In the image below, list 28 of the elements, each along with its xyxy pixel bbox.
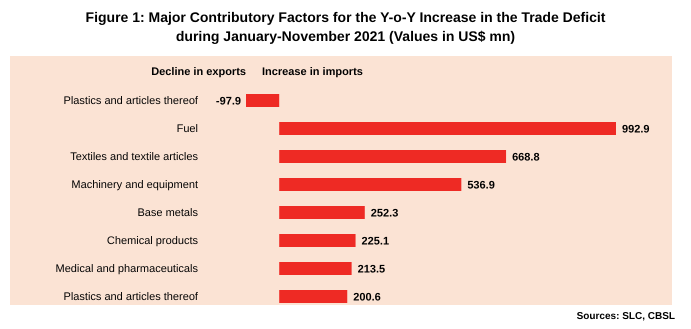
y-tick-label: Medical and pharmaceuticals [56,262,198,275]
y-tick-label: Chemical products [106,234,198,247]
data-label: 225.1 [362,236,390,248]
bar [279,150,506,163]
bar [279,178,462,191]
data-label: 668.8 [512,152,540,164]
bar [279,122,616,135]
y-tick-label: Fuel [176,122,198,135]
chart-title: Figure 1: Major Contributory Factors for the Y-o-Y Increase in the Trade Deficit during January-November 2021 (Values in US$ mn) [84,8,606,46]
bar [279,262,352,275]
data-label: 992.9 [622,124,650,136]
y-tick-label: Textiles and textile articles [70,150,198,163]
y-tick-label: Machinery and equipment [71,178,198,191]
y-tick-label: Base metals [137,206,198,219]
data-label: 213.5 [358,264,386,276]
data-label: -97.9 [216,96,241,108]
bar [279,290,348,303]
y-tick-label: Plastics and articles thereof [63,94,199,107]
data-label: 252.3 [370,208,398,220]
source-note: Sources: SLC, CBSL [576,311,675,322]
bar [279,234,356,247]
bar [279,206,365,219]
text: Increase in imports [262,66,363,78]
bar [246,94,280,107]
y-tick-label: Plastics and articles thereof [63,290,199,303]
data-label: 200.6 [353,292,381,304]
text: Decline in exports [151,66,246,78]
data-label: 536.9 [467,180,495,192]
